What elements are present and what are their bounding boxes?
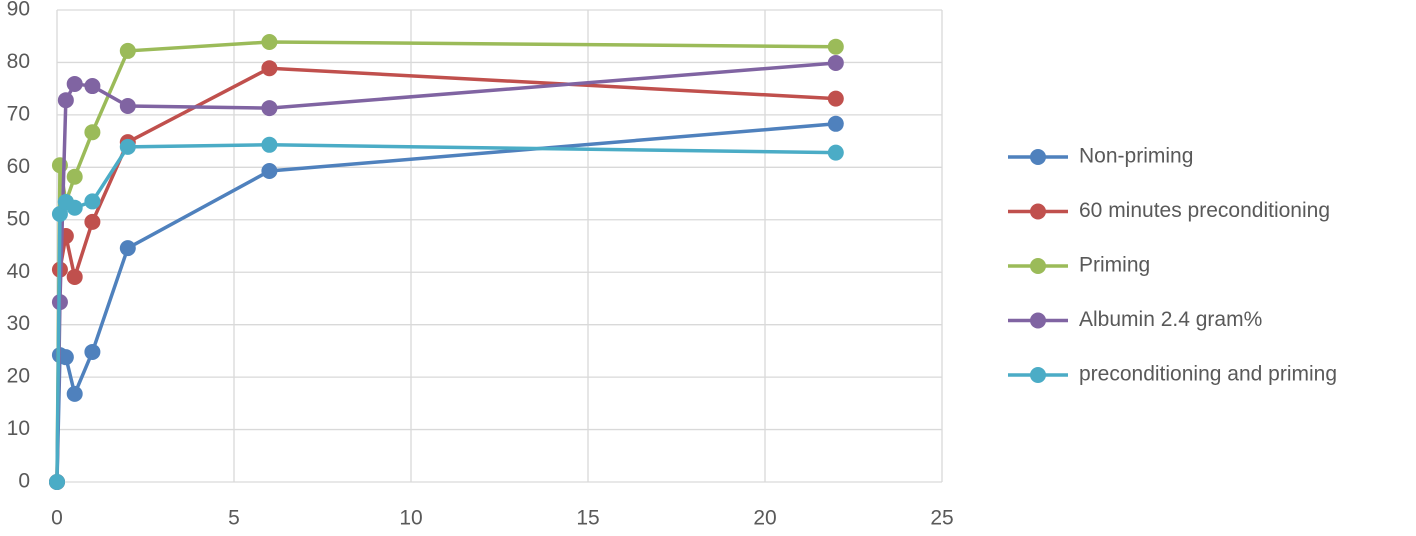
data-point [119, 97, 136, 114]
x-tick-label: 15 [576, 507, 599, 530]
y-tick-label: 40 [7, 260, 30, 283]
data-point [66, 75, 83, 92]
x-tick-label: 5 [228, 507, 240, 530]
y-tick-label: 30 [7, 312, 30, 335]
legend-label: Albumin 2.4 gram% [1079, 308, 1262, 331]
legend-label: Non-priming [1079, 145, 1193, 168]
data-point [84, 213, 101, 230]
y-tick-label: 50 [7, 207, 30, 230]
y-tick-label: 0 [18, 470, 30, 493]
data-point [261, 60, 278, 77]
data-point [827, 54, 844, 71]
data-point [57, 349, 74, 366]
legend-label: 60 minutes preconditioning [1079, 199, 1330, 222]
x-tick-label: 25 [930, 507, 953, 530]
legend-label: preconditioning and priming [1079, 363, 1337, 386]
data-point [261, 136, 278, 153]
data-point [84, 78, 101, 95]
series-line [55, 66, 836, 483]
data-point [827, 90, 844, 107]
x-tick-label: 0 [51, 507, 63, 530]
data-point [51, 206, 68, 223]
data-point [66, 268, 83, 285]
data-point [84, 343, 101, 360]
y-tick-label: 10 [7, 417, 30, 440]
data-point [84, 193, 101, 210]
data-point [119, 240, 136, 257]
series-line [55, 122, 836, 483]
legend-label: Priming [1079, 254, 1150, 277]
data-point [66, 385, 83, 402]
y-tick-label: 60 [7, 155, 30, 178]
legend-marker [1030, 149, 1046, 165]
x-tick-label: 10 [399, 507, 422, 530]
data-point [827, 144, 844, 161]
data-point [827, 38, 844, 55]
data-point [261, 163, 278, 180]
data-point [261, 33, 278, 50]
y-tick-label: 20 [7, 365, 30, 388]
y-tick-label: 80 [7, 50, 30, 73]
data-point [827, 115, 844, 132]
legend-marker [1030, 203, 1046, 220]
data-point [84, 124, 101, 141]
data-point [119, 42, 136, 59]
y-tick-label: 70 [7, 102, 30, 125]
data-point [57, 92, 74, 109]
legend-marker [1030, 258, 1046, 274]
data-point [66, 168, 83, 185]
data-point [119, 138, 136, 155]
data-point [66, 199, 83, 216]
legend-marker [1030, 367, 1046, 383]
series-line [55, 143, 836, 483]
x-tick-label: 20 [753, 507, 776, 530]
y-tick-label: 90 [7, 0, 30, 21]
legend-marker [1030, 312, 1046, 329]
data-point [49, 474, 65, 490]
data-point [261, 100, 278, 117]
